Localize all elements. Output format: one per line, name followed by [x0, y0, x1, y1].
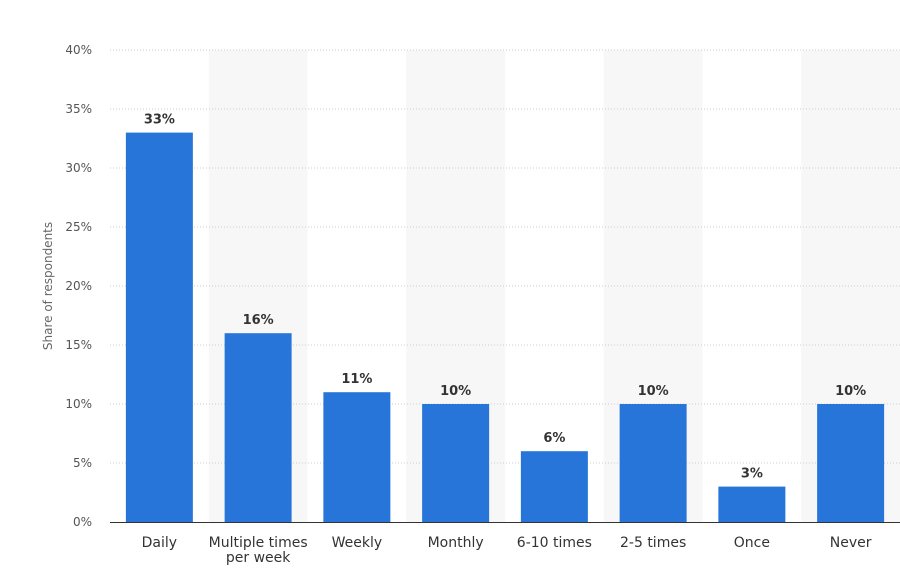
y-tick-label: 5%	[73, 456, 92, 470]
x-tick-label: Daily	[142, 535, 177, 551]
data-label: 6%	[543, 431, 565, 446]
y-tick-label: 35%	[65, 102, 92, 116]
bar	[323, 392, 391, 522]
bar	[817, 404, 885, 522]
bar	[619, 404, 687, 522]
data-label: 11%	[341, 372, 372, 387]
x-tick-label: Monthly	[428, 535, 484, 551]
data-label: 10%	[440, 384, 471, 399]
bars	[125, 132, 885, 522]
y-tick-label: 20%	[65, 279, 92, 293]
bar	[520, 451, 588, 522]
x-tick-label: Multiple times	[209, 535, 308, 551]
y-tick-label: 25%	[65, 220, 92, 234]
x-tick-label: 2-5 times	[620, 535, 686, 551]
data-label: 10%	[835, 384, 866, 399]
bar	[224, 333, 292, 522]
x-tick-label: per week	[226, 550, 291, 566]
bar	[718, 486, 786, 522]
y-tick-label: 10%	[65, 397, 92, 411]
y-tick-label: 0%	[73, 515, 92, 529]
x-tick-label: Weekly	[332, 535, 383, 551]
data-label: 3%	[741, 467, 763, 482]
y-tick-label: 15%	[65, 338, 92, 352]
x-tick-label: 6-10 times	[517, 535, 592, 551]
bar	[125, 132, 193, 522]
data-label: 10%	[638, 384, 669, 399]
y-axis-title: Share of respondents	[41, 222, 55, 350]
y-tick-label: 30%	[65, 161, 92, 175]
y-axis-ticks: 0% 5% 10% 15% 20% 25% 30% 35% 40%	[65, 43, 92, 529]
data-labels: 33% 16% 11% 10% 6% 10% 3% 10%	[144, 113, 866, 482]
data-label: 33%	[144, 113, 175, 128]
data-label: 16%	[243, 313, 274, 328]
x-tick-label: Once	[734, 535, 770, 551]
x-tick-label: Never	[830, 535, 872, 551]
y-tick-label: 40%	[65, 43, 92, 57]
bar	[422, 404, 490, 522]
